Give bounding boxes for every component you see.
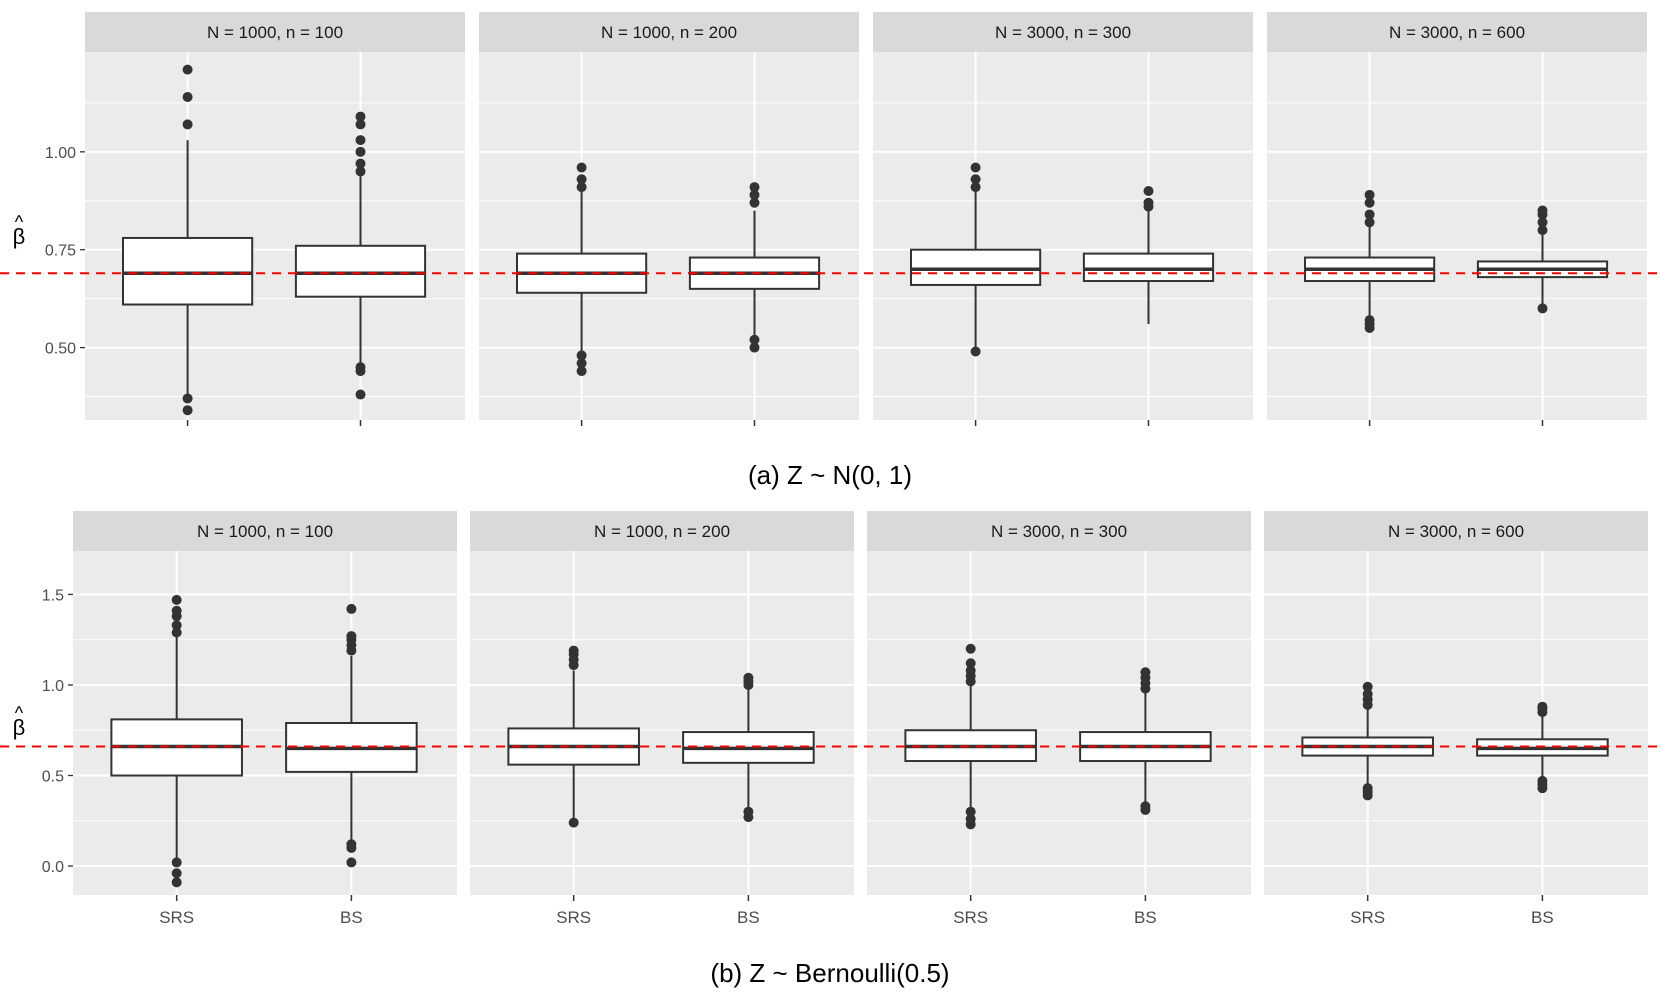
x-tick-label: BS — [737, 908, 760, 927]
outlier-point — [1363, 682, 1373, 692]
facet-panel: N = 3000, n = 300 — [873, 12, 1253, 426]
outlier-point — [743, 807, 753, 817]
outlier-point — [183, 65, 193, 75]
y-axis-label-hat: ^ — [15, 212, 24, 232]
facet-strip-label: N = 1000, n = 200 — [601, 23, 737, 42]
outlier-point — [356, 362, 366, 372]
box-iqr — [123, 238, 252, 305]
facet-panel: N = 3000, n = 600 — [1267, 12, 1647, 426]
outlier-point — [1538, 206, 1548, 216]
outlier-point — [971, 346, 981, 356]
figure: β^0.500.751.00N = 1000, n = 100 N = 1000,… — [0, 0, 1661, 997]
chart-caption: (b) Z ~ Bernoulli(0.5) — [710, 958, 949, 988]
panel-background — [1264, 551, 1648, 895]
outlier-point — [183, 393, 193, 403]
outlier-point — [346, 604, 356, 614]
panel-background — [873, 52, 1253, 420]
facet-strip-label: N = 3000, n = 300 — [991, 522, 1127, 541]
outlier-point — [1537, 776, 1547, 786]
outlier-point — [966, 644, 976, 654]
outlier-point — [183, 405, 193, 415]
outlier-point — [1537, 702, 1547, 712]
outlier-point — [356, 159, 366, 169]
outlier-point — [971, 162, 981, 172]
x-tick-label: SRS — [1350, 908, 1385, 927]
facet-strip-label: N = 3000, n = 300 — [995, 23, 1131, 42]
y-tick-label: 1.5 — [42, 587, 64, 604]
panel-background — [867, 551, 1251, 895]
x-tick-label: BS — [340, 908, 363, 927]
outlier-point — [356, 112, 366, 122]
outlier-point — [346, 631, 356, 641]
facet-strip-label: N = 1000, n = 100 — [207, 23, 343, 42]
facet-strip-label: N = 1000, n = 100 — [197, 522, 333, 541]
chart-b: β^0.00.51.01.5N = 1000, n = 100SRS BSN = … — [0, 511, 1661, 988]
outlier-point — [743, 673, 753, 683]
outlier-point — [172, 868, 182, 878]
facet-panel: N = 1000, n = 100 SRS BS — [73, 511, 457, 927]
panel-background — [479, 52, 859, 420]
outlier-point — [172, 595, 182, 605]
outlier-point — [577, 174, 587, 184]
facet-panel: N = 1000, n = 100 — [85, 12, 465, 426]
outlier-point — [356, 147, 366, 157]
facet-strip-label: N = 1000, n = 200 — [594, 522, 730, 541]
outlier-point — [356, 135, 366, 145]
outlier-point — [346, 857, 356, 867]
box-iqr — [296, 246, 425, 297]
outlier-point — [1365, 209, 1375, 219]
outlier-point — [971, 174, 981, 184]
panel-background — [85, 52, 465, 420]
outlier-point — [1140, 801, 1150, 811]
x-tick-label: SRS — [556, 908, 591, 927]
outlier-point — [750, 335, 760, 345]
facet-strip-label: N = 3000, n = 600 — [1388, 522, 1524, 541]
outlier-point — [1144, 198, 1154, 208]
outlier-point — [1363, 783, 1373, 793]
x-tick-label: SRS — [159, 908, 194, 927]
outlier-point — [569, 818, 579, 828]
y-tick-label: 0.0 — [42, 859, 64, 876]
facet-panel: N = 3000, n = 600 SRS BS — [1264, 511, 1648, 927]
facet-strip-label: N = 3000, n = 600 — [1389, 23, 1525, 42]
y-tick-label: 0.75 — [45, 243, 76, 260]
y-tick-label: 0.5 — [42, 769, 64, 786]
outlier-point — [172, 877, 182, 887]
panel-background — [470, 551, 854, 895]
outlier-point — [183, 119, 193, 129]
outlier-point — [1144, 186, 1154, 196]
chart-a: β^ 0.50 0.75 1.00 N = 1000, n = 100 N = 1000,… — [0, 12, 1661, 490]
facet-panel: N = 1000, n = 200 SRS BS — [470, 511, 854, 927]
outlier-point — [346, 839, 356, 849]
box-iqr — [1084, 254, 1213, 281]
outlier-point — [1538, 303, 1548, 313]
chart-caption: (a) Z ~ N(0, 1) — [748, 460, 912, 490]
outlier-point — [172, 606, 182, 616]
x-tick-label: BS — [1134, 908, 1157, 927]
y-tick-label: 1.00 — [45, 145, 76, 162]
outlier-point — [1365, 315, 1375, 325]
outlier-point — [356, 390, 366, 400]
outlier-point — [577, 162, 587, 172]
outlier-point — [172, 620, 182, 630]
outlier-point — [1365, 190, 1375, 200]
x-tick-label: SRS — [953, 908, 988, 927]
y-tick-label: 1.0 — [42, 678, 64, 695]
y-axis-label-hat: ^ — [15, 703, 24, 723]
outlier-point — [750, 182, 760, 192]
facet-panel: N = 1000, n = 200 — [479, 12, 859, 426]
outlier-point — [172, 857, 182, 867]
outlier-point — [569, 646, 579, 656]
outlier-point — [183, 92, 193, 102]
outlier-point — [966, 658, 976, 668]
outlier-point — [1140, 667, 1150, 677]
panel-background — [1267, 52, 1647, 420]
facet-panel: N = 3000, n = 300 SRS BS — [867, 511, 1251, 927]
y-tick-label: 0.50 — [45, 341, 76, 358]
outlier-point — [577, 350, 587, 360]
outlier-point — [966, 807, 976, 817]
x-tick-label: BS — [1531, 908, 1554, 927]
box-iqr — [911, 250, 1040, 285]
